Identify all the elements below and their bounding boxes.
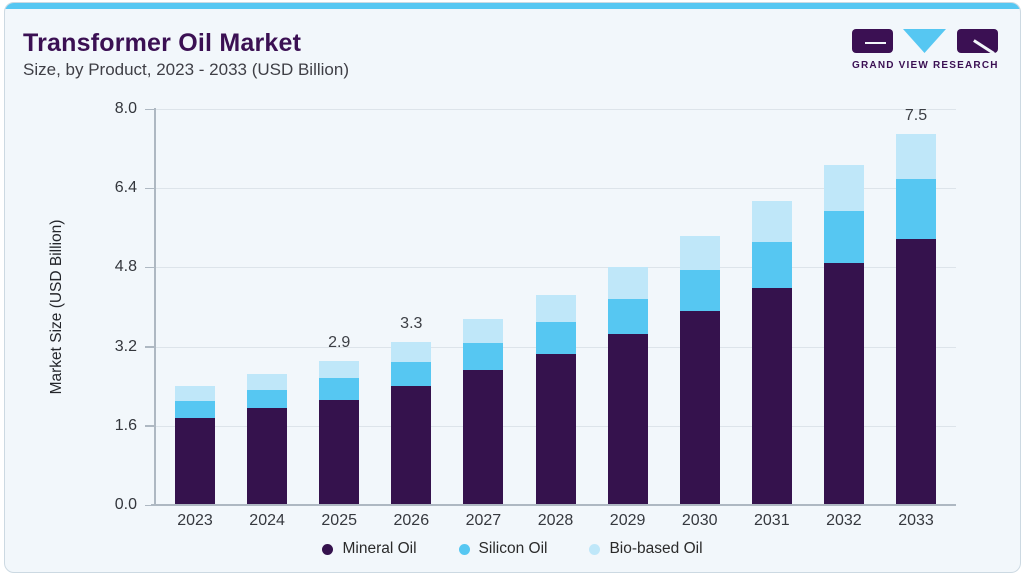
bar-total-label: 7.5 — [904, 106, 928, 124]
segment-bio-based-oil[interactable] — [319, 361, 360, 379]
bar-2029[interactable] — [607, 267, 648, 505]
logo-wordmark: GRAND VIEW RESEARCH — [852, 60, 999, 71]
segment-mineral-oil[interactable] — [535, 353, 576, 505]
segment-bio-based-oil[interactable] — [391, 341, 432, 362]
legend: Mineral Oil Silicon Oil Bio-based Oil — [5, 540, 1020, 558]
segment-mineral-oil[interactable] — [463, 370, 504, 505]
segment-mineral-oil[interactable] — [247, 408, 288, 505]
chart-card: Transformer Oil Market Size, by Product,… — [4, 2, 1021, 573]
bar-2032[interactable] — [823, 164, 864, 505]
segment-bio-based-oil[interactable] — [751, 201, 792, 242]
x-tick-label: 2023 — [177, 512, 213, 529]
x-tick-label: 2025 — [321, 512, 357, 529]
segment-bio-based-oil[interactable] — [823, 164, 864, 211]
gridline — [155, 109, 956, 110]
page-title: Transformer Oil Market — [23, 29, 302, 57]
y-tick-label: 0.0 — [114, 496, 137, 513]
segment-bio-based-oil[interactable] — [247, 373, 288, 390]
segment-bio-based-oil[interactable] — [175, 386, 215, 402]
y-tick-label: 8.0 — [114, 100, 137, 117]
y-tick-mark — [145, 266, 155, 269]
bar-2031[interactable] — [751, 201, 792, 505]
segment-silicon-oil[interactable] — [535, 321, 576, 354]
segment-mineral-oil[interactable] — [607, 333, 648, 505]
y-tick-mark — [145, 346, 155, 348]
bar-2024[interactable] — [247, 373, 288, 505]
segment-bio-based-oil[interactable] — [463, 318, 504, 343]
legend-item-silicon-oil[interactable]: Silicon Oil — [458, 540, 548, 558]
segment-silicon-oil[interactable] — [247, 389, 288, 409]
top-accent-bar — [5, 3, 1020, 9]
segment-silicon-oil[interactable] — [679, 270, 720, 312]
x-tick-label: 2029 — [609, 512, 646, 529]
legend-label: Silicon Oil — [478, 540, 548, 557]
segment-bio-based-oil[interactable] — [607, 267, 648, 299]
segment-silicon-oil[interactable] — [463, 342, 504, 371]
segment-silicon-oil[interactable] — [751, 241, 792, 289]
y-tick-label: 1.6 — [114, 416, 137, 434]
segment-silicon-oil[interactable] — [319, 378, 360, 401]
gridline — [155, 267, 956, 269]
bar-total-label: 2.9 — [328, 334, 351, 352]
x-tick-label: 2033 — [898, 512, 934, 529]
plot-area: 2.9 3.3 7.5 — [155, 106, 956, 505]
bar-2026[interactable] — [391, 341, 432, 505]
bar-2028[interactable] — [535, 294, 576, 505]
legend-item-bio-based-oil[interactable]: Bio-based Oil — [589, 540, 703, 558]
bar-2023[interactable] — [175, 386, 215, 505]
y-axis-line — [154, 108, 156, 505]
x-tick-label: 2031 — [754, 512, 790, 529]
bar-2027[interactable] — [463, 318, 504, 505]
x-tick-label: 2027 — [465, 512, 502, 529]
segment-bio-based-oil[interactable] — [679, 235, 720, 271]
logo-g-icon — [852, 29, 893, 53]
y-tick-mark — [145, 187, 155, 190]
legend-item-mineral-oil[interactable]: Mineral Oil — [322, 540, 417, 558]
segment-silicon-oil[interactable] — [607, 298, 648, 334]
y-tick-mark — [145, 425, 155, 427]
bar-2033[interactable] — [896, 133, 936, 505]
segment-mineral-oil[interactable] — [896, 238, 936, 505]
logo-r-icon — [957, 29, 998, 55]
x-tick-label: 2032 — [826, 512, 862, 529]
segment-silicon-oil[interactable] — [823, 210, 864, 264]
segment-mineral-oil[interactable] — [751, 288, 792, 505]
segment-mineral-oil[interactable] — [319, 400, 360, 505]
y-tick-label: 3.2 — [114, 337, 137, 355]
legend-dot-icon — [322, 543, 334, 555]
legend-dot-icon — [458, 543, 470, 555]
grand-view-research-logo: GRAND VIEW RESEARCH — [852, 29, 998, 71]
y-tick-mark — [145, 108, 155, 110]
bar-2025[interactable] — [319, 361, 360, 505]
legend-label: Mineral Oil — [342, 540, 417, 557]
legend-dot-icon — [589, 543, 601, 555]
segment-mineral-oil[interactable] — [679, 311, 720, 505]
logo-glyphs — [852, 29, 998, 55]
y-axis-title: Market Size (USD Billion) — [48, 219, 65, 395]
x-tick-label: 2030 — [681, 512, 718, 529]
x-tick-label: 2024 — [249, 512, 285, 529]
bar-total-label: 3.3 — [400, 314, 423, 332]
y-tick-label: 4.8 — [114, 258, 137, 276]
y-tick-label: 6.4 — [114, 179, 137, 197]
page-subtitle: Size, by Product, 2023 - 2033 (USD Billi… — [23, 60, 349, 79]
segment-mineral-oil[interactable] — [391, 386, 432, 505]
segment-silicon-oil[interactable] — [391, 361, 432, 387]
segment-mineral-oil[interactable] — [823, 263, 864, 505]
segment-mineral-oil[interactable] — [175, 418, 215, 505]
logo-v-triangle-icon — [903, 29, 946, 53]
segment-silicon-oil[interactable] — [896, 178, 936, 239]
segment-bio-based-oil[interactable] — [535, 294, 576, 322]
x-tick-label: 2026 — [393, 512, 430, 529]
segment-bio-based-oil[interactable] — [896, 133, 936, 179]
legend-label: Bio-based Oil — [609, 540, 703, 557]
gridline — [155, 188, 956, 190]
bar-2030[interactable] — [679, 235, 720, 505]
x-tick-label: 2028 — [537, 512, 574, 529]
segment-silicon-oil[interactable] — [175, 401, 215, 419]
x-axis-line — [151, 504, 956, 506]
y-tick-mark — [145, 504, 155, 506]
